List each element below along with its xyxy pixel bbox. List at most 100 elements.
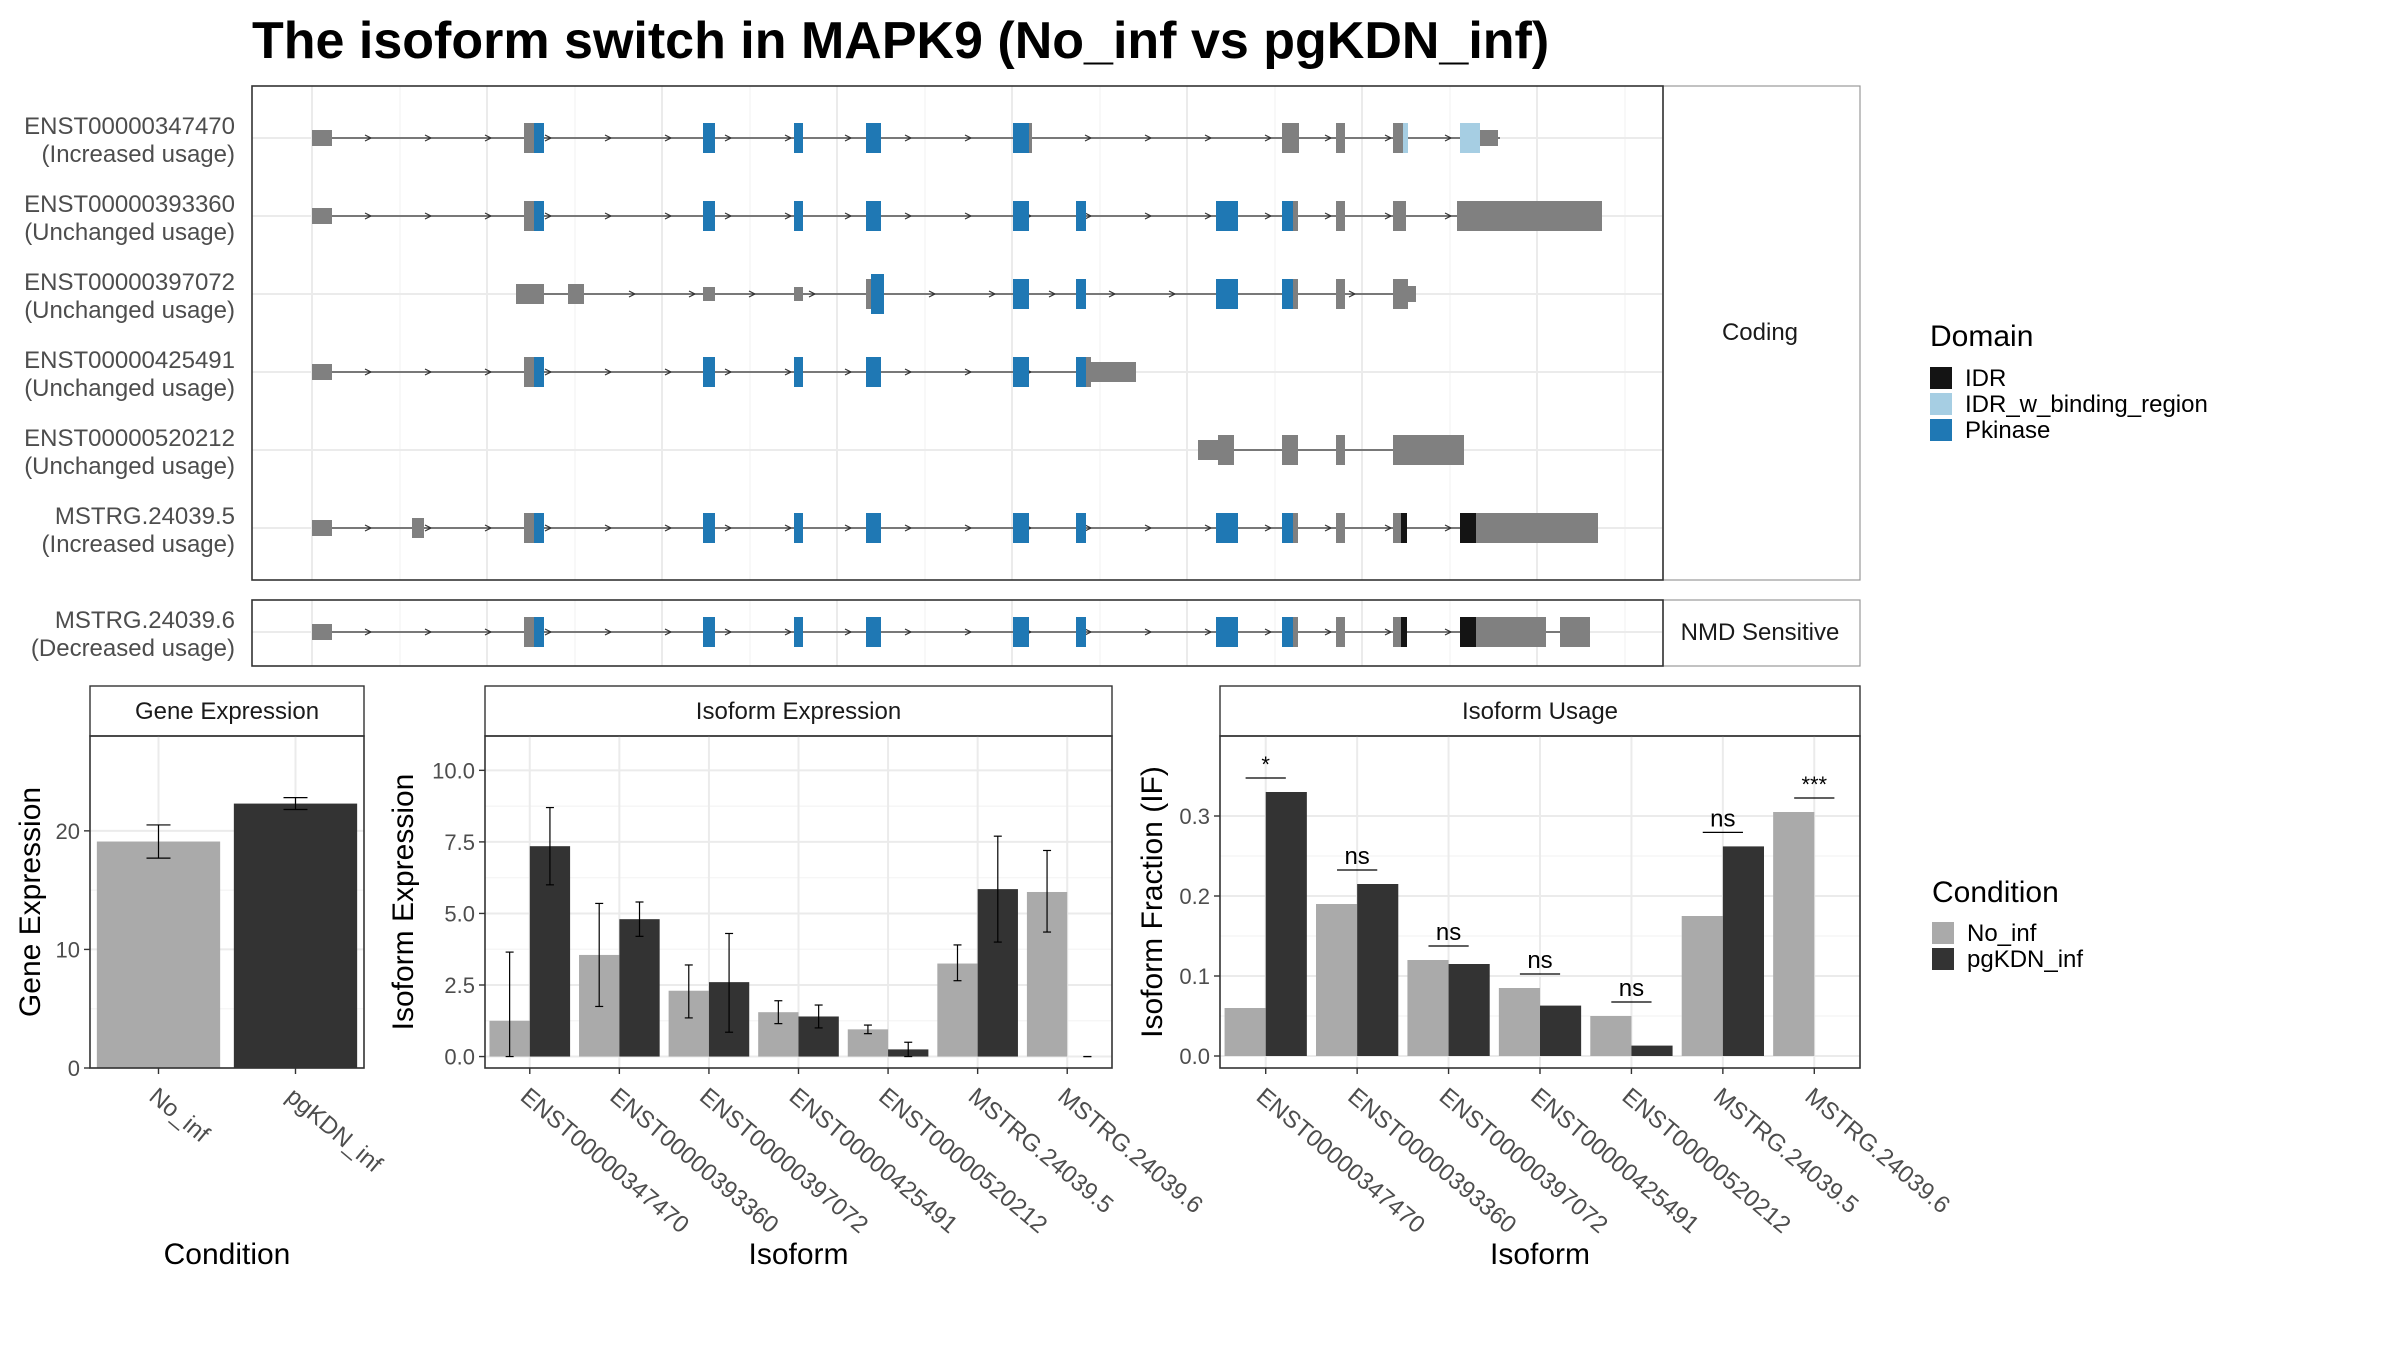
exon-block xyxy=(1076,617,1086,647)
isoform-label: MSTRG.24039.6 xyxy=(55,607,235,634)
legend-label-idr-binding: IDR_w_binding_region xyxy=(1965,391,2208,418)
exon-block xyxy=(1293,279,1298,309)
exon-block xyxy=(1216,617,1238,647)
exon-block xyxy=(534,513,544,543)
exon-block xyxy=(1336,617,1345,647)
strand-arrow xyxy=(1444,524,1453,532)
isoform-label: ENST00000393360 xyxy=(24,191,235,218)
x-axis-title: Condition xyxy=(164,1238,291,1271)
strand-arrow xyxy=(784,368,793,376)
strand-arrow xyxy=(1084,212,1093,220)
exon-block xyxy=(703,357,715,387)
exon-block xyxy=(1460,617,1476,647)
legend-label-pgkdn-inf: pgKDN_inf xyxy=(1967,946,2083,973)
strand-arrow xyxy=(1204,628,1213,636)
x-tick-label: ENST00000520212 xyxy=(1617,1083,1796,1239)
panel-strip xyxy=(484,685,1113,737)
x-tick-label: ENST00000425491 xyxy=(784,1083,963,1239)
y-tick-label: 0.3 xyxy=(1179,804,1210,829)
strand-arrow xyxy=(688,290,697,298)
facet-strip xyxy=(1662,85,1861,581)
exon-block xyxy=(1216,279,1238,309)
strand-arrow xyxy=(544,368,553,376)
strand-arrow xyxy=(1144,628,1153,636)
strand-arrow xyxy=(1168,290,1177,298)
legend-swatch-idr-binding xyxy=(1930,393,1952,415)
exon-block xyxy=(1013,357,1029,387)
x-tick-label: ENST00000393360 xyxy=(1342,1083,1521,1239)
y-tick-label: 10.0 xyxy=(432,758,475,783)
strand-arrow xyxy=(1084,524,1093,532)
strand-arrow xyxy=(724,524,733,532)
strand-arrow xyxy=(964,368,973,376)
strand-arrow xyxy=(544,628,553,636)
strand-arrow xyxy=(1264,524,1273,532)
strand-arrow xyxy=(1084,628,1093,636)
panel-strip-label: Isoform Usage xyxy=(1462,698,1618,725)
y-tick-label: 0 xyxy=(68,1056,80,1081)
exon-block xyxy=(1013,123,1029,153)
strand-arrow xyxy=(1048,290,1057,298)
exon-block xyxy=(1029,123,1032,153)
exon-block xyxy=(1393,435,1409,465)
exon-block xyxy=(1336,513,1345,543)
bar-pgKDN_inf xyxy=(233,803,358,1068)
exon-block xyxy=(866,617,881,647)
isoform-label: MSTRG.24039.5 xyxy=(55,503,235,530)
strand-arrow xyxy=(1384,628,1393,636)
exon-block xyxy=(794,617,803,647)
exon-block xyxy=(524,513,534,543)
isoform-status: (Unchanged usage) xyxy=(24,297,235,324)
panel-border xyxy=(89,735,365,1069)
exon-block xyxy=(1336,435,1345,465)
exon-block xyxy=(1293,617,1298,647)
exon-block xyxy=(1216,201,1238,231)
exon-block xyxy=(1076,201,1086,231)
strand-arrow xyxy=(544,212,553,220)
exon-block xyxy=(866,513,881,543)
exon-block xyxy=(312,130,332,146)
strand-arrow xyxy=(484,368,493,376)
bar-No_inf-ENST00000347470 xyxy=(1224,1008,1266,1056)
y-tick-label: 0.1 xyxy=(1179,964,1210,989)
strand-arrow xyxy=(1144,524,1153,532)
strand-arrow xyxy=(1264,134,1273,142)
isoform-label: ENST00000397072 xyxy=(24,269,235,296)
strand-arrow xyxy=(1384,524,1393,532)
exon-block xyxy=(1198,440,1218,460)
significance-label: ns xyxy=(1527,947,1552,974)
strand-arrow xyxy=(988,290,997,298)
exon-block xyxy=(794,123,803,153)
strand-arrow xyxy=(544,524,553,532)
strand-arrow xyxy=(664,212,673,220)
strand-arrow xyxy=(544,134,553,142)
strand-arrow xyxy=(664,524,673,532)
exon-block xyxy=(1293,513,1298,543)
structure-panel-border xyxy=(251,599,1664,667)
exon-block xyxy=(1282,279,1293,309)
x-axis-title: Isoform xyxy=(1490,1238,1590,1271)
exon-block xyxy=(312,364,332,380)
bar-pgKDN_inf-ENST00000425491 xyxy=(1540,1005,1582,1056)
x-tick-label: pgKDN_inf xyxy=(281,1083,388,1179)
x-tick-label: ENST00000347470 xyxy=(1251,1083,1430,1239)
exon-block xyxy=(524,357,534,387)
exon-block xyxy=(703,513,715,543)
x-tick-label: ENST00000425491 xyxy=(1525,1083,1704,1239)
bar-No_inf-MSTRG.24039.5 xyxy=(1681,916,1723,1056)
exon-block xyxy=(1393,201,1406,231)
strand-arrow xyxy=(784,134,793,142)
exon-block xyxy=(1086,357,1091,387)
exon-block xyxy=(794,201,803,231)
strand-arrow xyxy=(628,290,637,298)
exon-block xyxy=(534,201,544,231)
isoform-label: ENST00000425491 xyxy=(24,347,235,374)
y-tick-label: 0.0 xyxy=(1179,1044,1210,1069)
exon-block xyxy=(1282,617,1293,647)
x-axis-title: Isoform xyxy=(748,1238,848,1271)
x-tick-label: No_inf xyxy=(144,1083,215,1148)
strand-arrow xyxy=(964,524,973,532)
strand-arrow xyxy=(784,524,793,532)
strand-arrow xyxy=(1204,524,1213,532)
